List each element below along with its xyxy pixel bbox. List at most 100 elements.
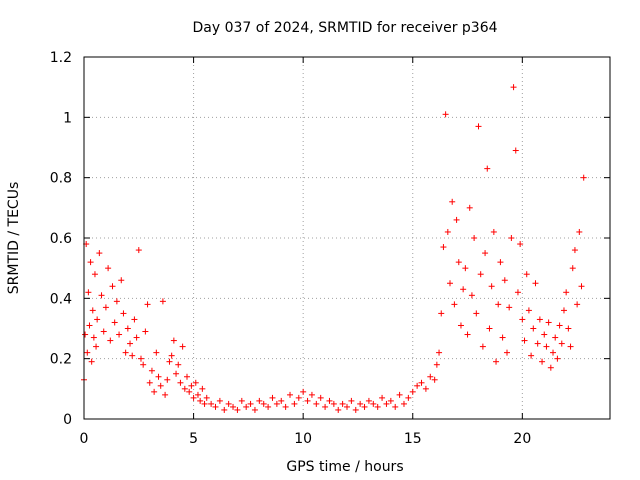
data-point <box>514 289 521 296</box>
data-point <box>184 373 191 380</box>
data-point <box>532 280 539 287</box>
data-point <box>175 361 182 368</box>
data-point <box>105 265 112 272</box>
data-point <box>451 301 458 308</box>
data-point <box>85 289 92 296</box>
data-point <box>418 379 425 386</box>
data-point <box>534 340 541 347</box>
data-point <box>168 352 175 359</box>
data-point <box>501 277 508 284</box>
x-axis-label: GPS time / hours <box>286 459 403 475</box>
data-point <box>444 228 451 235</box>
data-point <box>188 382 195 389</box>
data-point <box>519 316 526 323</box>
data-point <box>251 406 258 413</box>
data-point <box>84 349 91 356</box>
data-point <box>308 391 315 398</box>
data-point <box>322 403 329 410</box>
data-point <box>495 301 502 308</box>
data-point <box>313 400 320 407</box>
data-point <box>113 298 120 305</box>
data-point <box>497 259 504 266</box>
data-point <box>475 123 482 130</box>
data-point <box>335 406 342 413</box>
data-point <box>422 385 429 392</box>
data-point <box>576 228 583 235</box>
data-point <box>135 247 142 254</box>
plot-frame <box>83 56 611 420</box>
data-point <box>273 400 280 407</box>
data-point <box>159 298 166 305</box>
data-point <box>82 331 89 338</box>
data-point <box>326 397 333 404</box>
data-point <box>554 355 561 362</box>
data-point <box>238 397 245 404</box>
y-tick-label: 0.4 <box>50 291 72 307</box>
data-point <box>146 379 153 386</box>
data-point <box>440 244 447 251</box>
data-point <box>508 235 515 241</box>
data-point <box>512 147 519 154</box>
data-point <box>405 394 412 401</box>
data-point <box>449 198 456 205</box>
data-point <box>552 334 559 341</box>
data-point <box>442 111 449 118</box>
data-point <box>90 334 97 341</box>
grid <box>84 57 610 419</box>
data-point <box>396 391 403 398</box>
data-point <box>166 358 173 365</box>
data-point <box>162 391 169 398</box>
data-point <box>330 400 337 407</box>
data-point <box>499 334 506 341</box>
data-point <box>91 271 98 278</box>
data-point <box>536 316 543 323</box>
data-point <box>517 241 524 248</box>
data-point <box>438 310 445 317</box>
data-point <box>87 259 94 266</box>
data-point <box>186 388 193 395</box>
data-point <box>571 247 578 254</box>
data-point <box>164 376 171 383</box>
data-point <box>484 165 491 172</box>
data-point <box>269 394 276 401</box>
data-point <box>433 361 440 368</box>
data-point <box>291 400 298 407</box>
data-point <box>151 388 158 395</box>
data-point <box>173 370 180 377</box>
data-point <box>153 349 160 356</box>
data-point <box>370 400 377 407</box>
data-point <box>221 406 228 413</box>
data-point <box>486 325 493 332</box>
x-tick-label: 5 <box>189 431 198 447</box>
data-point <box>157 382 164 389</box>
data-point <box>230 403 237 410</box>
data-point <box>98 292 105 299</box>
data-point <box>133 334 140 341</box>
data-point <box>265 403 272 410</box>
data-point <box>96 250 103 257</box>
data-point <box>460 286 467 293</box>
data-point <box>344 403 350 410</box>
data-point <box>107 337 114 344</box>
data-point <box>479 343 486 350</box>
data-point <box>118 277 125 284</box>
data-point <box>155 373 162 380</box>
data-point <box>539 358 546 365</box>
data-point <box>190 394 197 401</box>
data-point <box>565 325 572 332</box>
data-point <box>348 397 355 404</box>
data-point <box>192 379 199 386</box>
data-point <box>477 271 484 278</box>
data-point <box>300 388 307 395</box>
data-point <box>243 403 250 410</box>
data-point <box>400 400 407 407</box>
data-point <box>256 397 263 404</box>
data-point <box>530 325 537 332</box>
data-point <box>556 322 563 329</box>
axis-ticks: 0 5 10 15 20 0 0.2 0.4 0.6 0.8 1 1.2 <box>50 50 610 447</box>
data-point <box>144 301 151 308</box>
x-tick-label: 20 <box>513 431 531 447</box>
x-tick-label: 10 <box>294 431 312 447</box>
data-point <box>140 361 147 368</box>
data-point <box>471 235 478 241</box>
